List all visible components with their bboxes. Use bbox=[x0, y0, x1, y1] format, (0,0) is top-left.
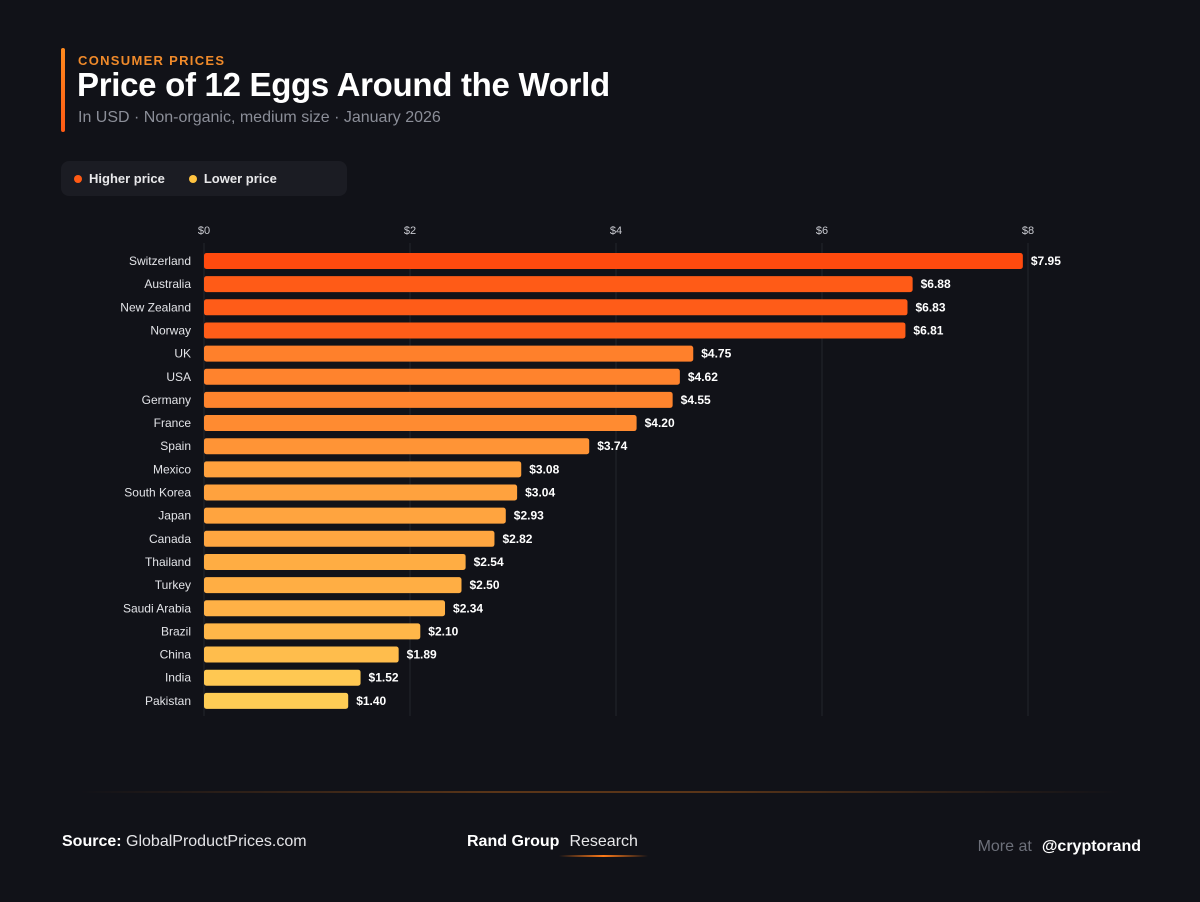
value-label: $4.75 bbox=[701, 347, 731, 361]
category-label: Japan bbox=[158, 509, 191, 523]
bar bbox=[204, 507, 506, 524]
legend: Higher price Lower price bbox=[61, 161, 347, 196]
brand-unit: Research bbox=[559, 833, 649, 857]
category-label: Germany bbox=[142, 393, 191, 407]
category-label: USA bbox=[166, 370, 191, 384]
bar bbox=[204, 600, 446, 617]
x-tick-label: $4 bbox=[610, 225, 622, 237]
bar bbox=[204, 322, 906, 339]
value-label: $7.95 bbox=[1031, 254, 1061, 268]
category-label: Mexico bbox=[153, 462, 191, 476]
bar bbox=[204, 623, 421, 640]
legend-item-low: Lower price bbox=[188, 171, 277, 186]
category-label: South Korea bbox=[124, 486, 191, 500]
category-label: Australia bbox=[144, 277, 191, 291]
value-label: $6.81 bbox=[913, 323, 943, 337]
category-label: Canada bbox=[149, 532, 191, 546]
source-credit: Source: GlobalProductPrices.com bbox=[62, 833, 307, 851]
value-label: $1.52 bbox=[369, 671, 399, 685]
value-label: $4.20 bbox=[645, 416, 675, 430]
value-label: $4.62 bbox=[688, 370, 718, 384]
brand-credit: Rand Group Research bbox=[467, 833, 649, 857]
bar bbox=[204, 391, 673, 408]
bar bbox=[204, 484, 518, 501]
source-value: GlobalProductPrices.com bbox=[126, 833, 307, 850]
bar bbox=[204, 276, 913, 293]
bar-chart: $0 $2 $4 $6 $8 Switzerland $7.95 Australia $6.88… bbox=[120, 225, 1061, 716]
category-label: Pakistan bbox=[145, 694, 191, 708]
category-label: New Zealand bbox=[120, 300, 191, 314]
value-label: $3.04 bbox=[525, 486, 555, 500]
x-tick-label: $0 bbox=[198, 225, 210, 237]
category-label: Turkey bbox=[155, 578, 191, 592]
bar bbox=[204, 438, 590, 455]
bar bbox=[204, 299, 908, 316]
bar bbox=[204, 345, 694, 362]
category-label: UK bbox=[174, 347, 191, 361]
value-label: $1.89 bbox=[407, 648, 437, 662]
bar bbox=[204, 646, 399, 663]
category-label: India bbox=[165, 671, 191, 685]
eyebrow-label: CONSUMER PRICES bbox=[78, 53, 226, 68]
category-label: France bbox=[154, 416, 192, 430]
value-label: $6.88 bbox=[921, 277, 951, 291]
legend-label-high: Higher price bbox=[89, 171, 165, 186]
x-tick-label: $2 bbox=[404, 225, 416, 237]
more-label: More at bbox=[977, 838, 1032, 855]
page-title: Price of 12 Eggs Around the World bbox=[77, 66, 610, 103]
value-label: $2.93 bbox=[514, 509, 544, 523]
value-label: $2.50 bbox=[470, 578, 500, 592]
category-label: Thailand bbox=[145, 555, 191, 569]
value-label: $4.55 bbox=[681, 393, 711, 407]
legend-item-high: Higher price bbox=[74, 171, 165, 186]
legend-dot-icon bbox=[74, 174, 82, 183]
x-tick-label: $8 bbox=[1022, 225, 1034, 237]
title-accent-bar bbox=[61, 48, 65, 132]
value-label: $3.74 bbox=[597, 439, 627, 453]
value-label: $2.82 bbox=[502, 532, 532, 546]
bar bbox=[204, 553, 466, 570]
legend-label-low: Lower price bbox=[203, 171, 277, 186]
bar bbox=[204, 368, 680, 385]
footer-divider bbox=[80, 791, 1120, 793]
bar bbox=[204, 692, 349, 709]
bar bbox=[204, 577, 462, 594]
value-label: $3.08 bbox=[529, 462, 559, 476]
page-subtitle: In USD · Non-organic, medium size · Janu… bbox=[78, 109, 441, 126]
category-label: China bbox=[160, 648, 192, 662]
category-label: Brazil bbox=[161, 624, 191, 638]
bar bbox=[204, 461, 522, 478]
bar bbox=[204, 530, 495, 547]
value-label: $2.34 bbox=[453, 601, 483, 615]
social-handle[interactable]: @cryptorand bbox=[1041, 838, 1141, 855]
legend-dot-icon bbox=[188, 174, 197, 183]
brand-org: Rand Group bbox=[467, 833, 560, 850]
value-label: $1.40 bbox=[356, 694, 386, 708]
category-label: Norway bbox=[150, 323, 191, 337]
value-label: $2.54 bbox=[474, 555, 504, 569]
value-label: $6.83 bbox=[915, 300, 945, 314]
category-label: Switzerland bbox=[129, 254, 191, 268]
bar bbox=[204, 669, 361, 686]
value-label: $2.10 bbox=[428, 624, 458, 638]
more-at: More at @cryptorand bbox=[978, 838, 1141, 856]
source-label: Source: bbox=[62, 833, 122, 850]
x-tick-label: $6 bbox=[816, 225, 828, 237]
bar bbox=[204, 253, 1023, 269]
category-label: Spain bbox=[160, 439, 191, 453]
category-label: Saudi Arabia bbox=[123, 601, 191, 615]
bar bbox=[204, 415, 637, 432]
